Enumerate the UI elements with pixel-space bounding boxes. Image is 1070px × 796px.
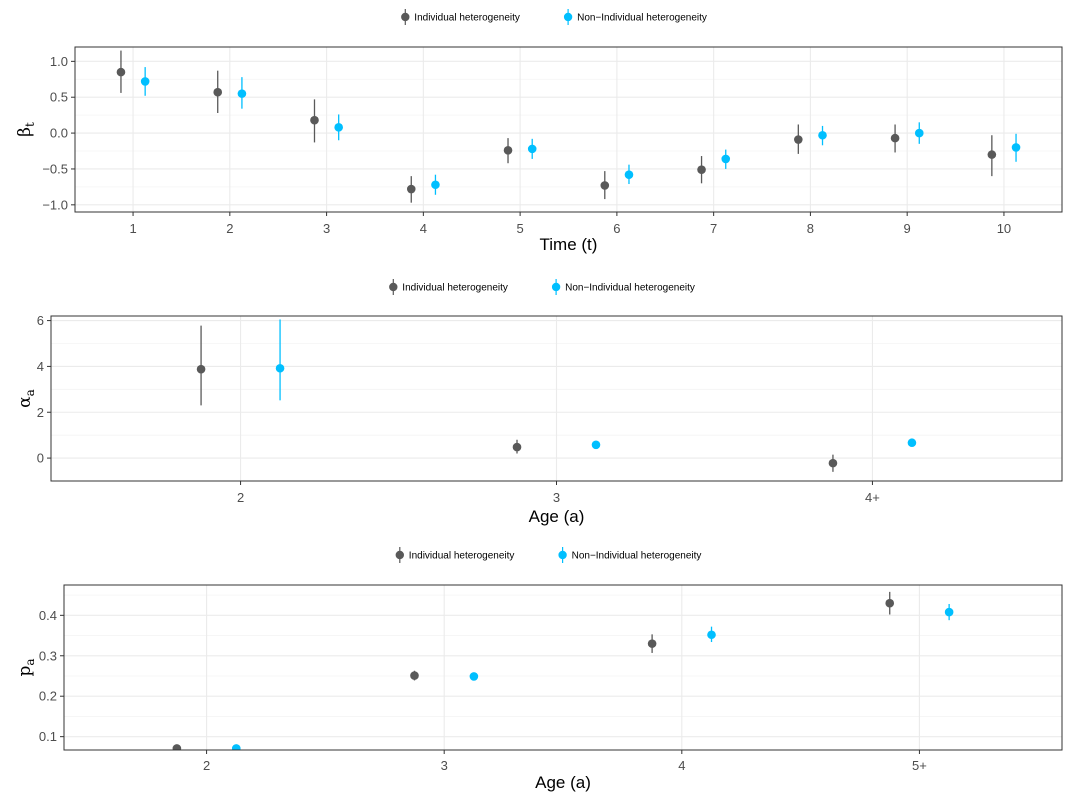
chart-3-legend: Individual heterogeneity Non−Individual h…	[395, 547, 702, 563]
chart-2-point-non-individual-2	[275, 363, 285, 373]
chart-1-point-non-individual-1	[140, 77, 150, 86]
chart-1-legend: Individual heterogeneity Non−Individual h…	[401, 9, 707, 25]
chart-2-ytick-label: 6	[37, 313, 44, 328]
chart-1-xlabel: Time (t)	[540, 235, 598, 254]
chart-3-ytick-label: 0.2	[39, 689, 57, 704]
chart-3-marks	[172, 591, 954, 750]
chart-1-point-individual-6	[600, 181, 610, 190]
chart-1-xtick-label: 9	[904, 221, 911, 236]
chart-2-point-individual-3	[512, 442, 522, 452]
chart-3-point-individual-2	[172, 744, 182, 750]
chart-1-marks	[116, 50, 1021, 203]
chart-1-point-non-individual-8	[818, 130, 827, 140]
chart-1-xtick-label: 3	[323, 221, 330, 236]
chart-1-point-individual-4	[406, 184, 416, 194]
chart-2-marks	[196, 319, 917, 472]
chart-2-xlabel: Age (a)	[529, 507, 585, 526]
chart-1-legend-label-non-individual: Non−Individual heterogeneity	[577, 13, 707, 24]
chart-2-point-non-individual-3	[591, 440, 601, 450]
chart-3-xtick-label: 2	[203, 758, 210, 773]
chart-3-point-non-individual-2	[231, 744, 241, 750]
chart-3-point-non-individual-4	[707, 630, 716, 640]
chart-3-ylabel: pa	[15, 658, 37, 676]
chart-1-point-individual-3	[310, 115, 319, 125]
chart-3-ytick-label: 0.1	[39, 729, 57, 744]
chart-1-xtick-label: 8	[807, 221, 814, 236]
chart-2-point-individual-4+	[828, 458, 838, 468]
chart-2-point-individual-2	[196, 364, 206, 374]
chart-1-ytick-label: −1.0	[42, 197, 68, 212]
chart-3-xlabel: Age (a)	[535, 773, 591, 792]
chart-2-point-non-individual-4+	[907, 438, 917, 448]
chart-1-ytick-label: 0.0	[50, 126, 68, 141]
chart-3-point-non-individual-3	[469, 672, 479, 681]
chart-2-legend-label-non-individual: Non−Individual heterogeneity	[565, 283, 695, 294]
chart-2-xtick-label: 4+	[865, 490, 880, 505]
chart-1: Individual heterogeneity Non−Individual h…	[15, 9, 1063, 254]
chart-3-panel-border	[63, 584, 1063, 751]
chart-3-point-non-individual-5+	[944, 607, 954, 617]
chart-1-ytick-label: 0.5	[50, 90, 68, 105]
chart-1-point-non-individual-4	[431, 180, 440, 190]
chart-1-point-individual-5	[503, 146, 513, 155]
chart-2-legend-key-non-individual	[551, 279, 561, 295]
chart-2-legend-label-individual: Individual heterogeneity	[402, 283, 508, 294]
chart-1-legend-label-individual: Individual heterogeneity	[414, 13, 520, 24]
chart-2-xtick-label: 2	[237, 490, 244, 505]
chart-2-legend-key-individual	[389, 279, 398, 295]
chart-1-point-individual-8	[794, 135, 803, 144]
chart-1-point-non-individual-9	[914, 128, 924, 138]
chart-1-point-non-individual-10	[1011, 143, 1021, 152]
chart-1-point-individual-1	[116, 67, 126, 77]
chart-3-xtick-label: 4	[678, 758, 685, 773]
chart-2-ytick-label: 0	[37, 451, 44, 466]
chart-3-legend-key-individual	[395, 547, 404, 563]
chart-1-point-non-individual-2	[237, 89, 247, 98]
chart-2-ytick-label: 4	[37, 359, 44, 374]
chart-3-legend-label-non-individual: Non−Individual heterogeneity	[572, 551, 702, 562]
chart-1-xtick-label: 6	[613, 221, 620, 236]
chart-2-legend: Individual heterogeneity Non−Individual h…	[389, 279, 695, 295]
chart-2: Individual heterogeneity Non−Individual h…	[15, 279, 1063, 526]
chart-2-grid	[51, 316, 1062, 481]
chart-1-point-non-individual-7	[721, 154, 731, 164]
chart-1-point-individual-7	[697, 165, 706, 174]
chart-1-ylabel: βt	[15, 122, 37, 137]
chart-3-xtick-label: 3	[441, 758, 448, 773]
chart-2-xtick-label: 3	[553, 490, 560, 505]
chart-3-ytick-label: 0.4	[39, 608, 57, 623]
chart-1-xtick-label: 4	[420, 221, 427, 236]
chart-1-xtick-label: 1	[129, 221, 136, 236]
chart-1-point-non-individual-3	[334, 123, 343, 132]
chart-1-ytick-label: 1.0	[50, 54, 68, 69]
chart-3-xtick-label: 5+	[912, 758, 927, 773]
chart-1-xtick-label: 5	[517, 221, 524, 236]
chart-1-xtick-label: 7	[710, 221, 717, 236]
chart-3-point-individual-5+	[885, 598, 895, 608]
chart-3-legend-key-non-individual	[558, 547, 567, 563]
chart-3-grid	[64, 585, 1062, 750]
chart-1-point-individual-10	[987, 150, 997, 159]
chart-1-ytick-label: −0.5	[42, 161, 68, 176]
chart-3: Individual heterogeneity Non−Individual h…	[15, 547, 1063, 792]
chart-1-point-non-individual-5	[527, 144, 537, 154]
chart-1-legend-key-non-individual	[563, 9, 573, 25]
chart-1-grid	[75, 47, 1062, 212]
chart-3-point-individual-4	[647, 639, 657, 648]
chart-1-point-individual-2	[213, 87, 223, 97]
chart-3-ytick-label: 0.3	[39, 648, 57, 663]
chart-1-xtick-label: 2	[226, 221, 233, 236]
chart-1-legend-key-individual	[401, 9, 410, 25]
chart-1-panel-border	[74, 46, 1063, 213]
chart-3-legend-label-individual: Individual heterogeneity	[409, 551, 515, 562]
chart-1-point-non-individual-6	[624, 170, 634, 179]
chart-1-xtick-label: 10	[997, 221, 1011, 236]
chart-2-ytick-label: 2	[37, 405, 44, 420]
chart-2-ylabel: αa	[15, 389, 37, 408]
chart-1-point-individual-9	[890, 133, 900, 143]
chart-3-point-individual-3	[410, 671, 419, 680]
